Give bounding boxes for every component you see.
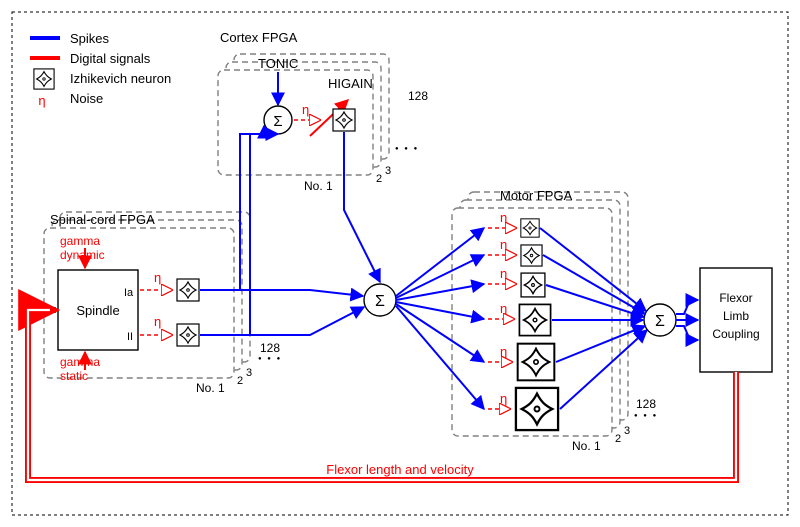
motor-eta-3: η [500,266,507,281]
svg-text:Limb: Limb [723,309,749,323]
motor-sigma-label: Σ [655,313,665,330]
cortex-neuron-icon [333,109,355,131]
cortex-2: 2 [376,173,382,185]
motor-neuron-5-icon [518,344,555,381]
motor-neuron-1-icon [521,219,539,237]
spinal-128: 128 [260,341,280,355]
motor-3: 3 [624,425,630,437]
svg-text:● ● ●: ● ● ● [258,356,282,362]
motor-title: Motor FPGA [500,188,573,203]
motor-eta-2: η [500,237,507,252]
svg-text:● ● ●: ● ● ● [395,146,419,152]
cortex-eta: η [302,102,309,117]
legend-digital-label: Digital signals [70,51,151,66]
motor-eta-4: η [500,301,507,316]
spindle-ii: II [127,331,133,343]
motor-eta-1: η [500,210,507,225]
spinal-eta-ia: η [154,270,161,285]
cortex-sigma-label: Σ [273,113,282,130]
legend-noise-eta-icon: η [38,93,45,108]
feedback-label: Flexor length and velocity [326,462,474,477]
cortex-no1: No. 1 [304,179,333,193]
legend-spikes-label: Spikes [70,31,110,46]
motor-no1: No. 1 [572,439,601,453]
spindle-ia: Ia [124,287,134,299]
spinal-neuron-ii-icon [177,324,199,346]
motor-neuron-2-icon [521,245,542,266]
spinal-eta-ii: η [154,314,161,329]
svg-text:● ● ●: ● ● ● [634,413,658,419]
diagram-canvas: Spikes Digital signals Izhikevich neuron… [0,0,800,527]
spinal-2: 2 [237,375,243,387]
motor-eta-6: η [500,391,507,406]
spinal-3: 3 [246,367,252,379]
legend-izh-icon [34,69,54,89]
tonic-label: TONIC [258,56,298,71]
gamma-dyn-1: gamma [60,234,100,248]
mid-sigma-label: Σ [375,293,385,310]
cortex-title: Cortex FPGA [220,30,298,45]
motor-eta-5: η [500,344,507,359]
gamma-stat-2: static [60,369,88,383]
motor-neuron-3-icon [521,273,545,297]
spinal-neuron-ia-icon [177,279,199,301]
spinal-title: Spinal-cord FPGA [50,212,155,227]
cortex-3: 3 [385,165,391,177]
motor-2: 2 [615,433,621,445]
gamma-stat-1: gamma [60,355,100,369]
motor-128: 128 [636,397,656,411]
spindle-label: Spindle [76,303,119,318]
gamma-dyn-2: dynamic [60,248,105,262]
motor-neuron-6-icon [516,388,558,430]
spinal-no1: No. 1 [196,381,225,395]
legend-noise-label: Noise [70,91,103,106]
svg-text:Coupling: Coupling [712,327,759,341]
higain-label: HIGAIN [328,76,373,91]
motor-neuron-4-icon [519,304,550,335]
legend-izh-label: Izhikevich neuron [70,71,171,86]
cortex-128: 128 [408,89,428,103]
svg-text:Flexor: Flexor [719,291,752,305]
legend: Spikes Digital signals Izhikevich neuron… [30,31,171,108]
